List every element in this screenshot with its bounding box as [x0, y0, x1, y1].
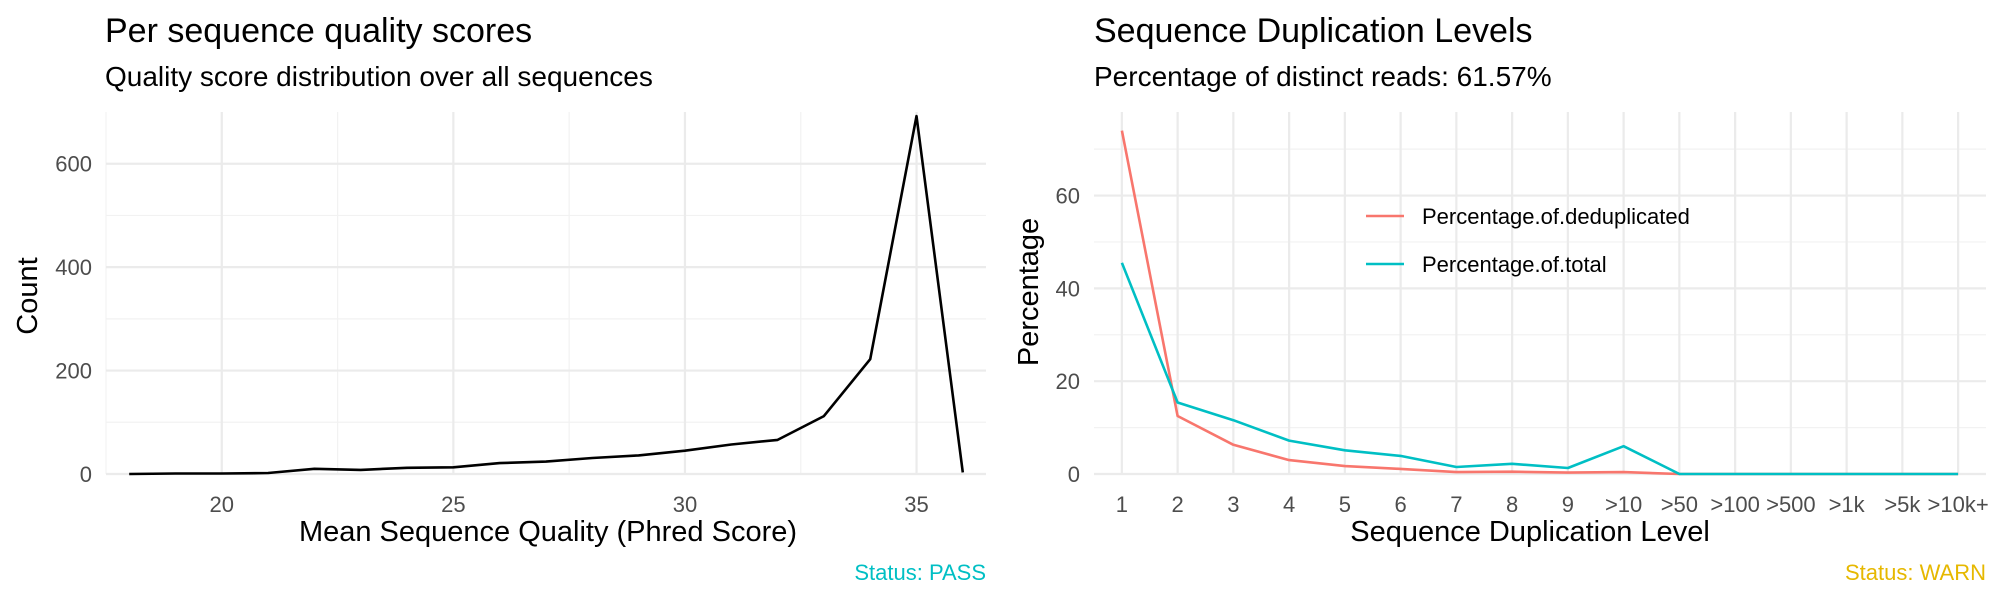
- x-tick-label: 25: [441, 492, 465, 517]
- series-line: [129, 114, 965, 476]
- x-tick-label: >10k+: [1928, 492, 1989, 517]
- series-line-total: [1120, 262, 1959, 476]
- quality-chart-title: Per sequence quality scores: [105, 12, 532, 50]
- y-tick-label: 60: [1056, 184, 1080, 209]
- x-tick-label: 2: [1172, 492, 1184, 517]
- quality-y-axis-title: Count: [12, 257, 44, 334]
- x-tick-label: 7: [1450, 492, 1462, 517]
- quality-x-ticks: 20 25 30 35: [210, 492, 929, 517]
- x-tick-label: 1: [1116, 492, 1128, 517]
- duplication-series: [1120, 130, 1959, 476]
- y-tick-label: 400: [55, 255, 92, 280]
- x-tick-label: >1k: [1829, 492, 1866, 517]
- x-tick-label: 5: [1339, 492, 1351, 517]
- legend-label-total: Percentage.of.total: [1422, 252, 1607, 277]
- duplication-y-ticks: 0 20 40 60: [1056, 184, 1080, 487]
- quality-y-ticks: 0 200 400 600: [55, 152, 92, 487]
- duplication-x-axis-title: Sequence Duplication Level: [1350, 516, 1710, 548]
- y-tick-label: 20: [1056, 369, 1080, 394]
- x-tick-label: 30: [673, 492, 697, 517]
- y-tick-label: 0: [1068, 462, 1080, 487]
- quality-grid: [105, 112, 986, 476]
- duplication-chart-title: Sequence Duplication Levels: [1094, 12, 1533, 50]
- x-tick-label: 3: [1227, 492, 1239, 517]
- quality-chart: Per sequence quality scores Quality scor…: [12, 12, 986, 585]
- duplication-chart-subtitle: Percentage of distinct reads: 61.57%: [1094, 61, 1552, 92]
- y-tick-label: 600: [55, 152, 92, 177]
- quality-x-axis-title: Mean Sequence Quality (Phred Score): [299, 516, 797, 548]
- quality-status-label: Status: PASS: [854, 560, 986, 585]
- duplication-grid: [1094, 112, 1986, 476]
- x-tick-label: >50: [1661, 492, 1698, 517]
- series-line-deduplicated: [1120, 130, 1959, 476]
- x-tick-label: 9: [1562, 492, 1574, 517]
- duplication-y-axis-title: Percentage: [1013, 218, 1045, 366]
- x-tick-label: 20: [210, 492, 234, 517]
- y-tick-label: 200: [55, 359, 92, 384]
- y-tick-label: 0: [80, 462, 92, 487]
- x-tick-label: >10: [1605, 492, 1642, 517]
- x-tick-label: >100: [1710, 492, 1760, 517]
- x-tick-label: >5k: [1884, 492, 1921, 517]
- x-tick-label: 6: [1395, 492, 1407, 517]
- legend-label-deduplicated: Percentage.of.deduplicated: [1422, 204, 1690, 229]
- quality-series: [129, 114, 965, 476]
- duplication-x-ticks: 1 2 3 4 5 6 7 8 9 >10 >50 >100 >500 >1k >5k >10k+: [1116, 492, 1989, 517]
- x-tick-label: >500: [1766, 492, 1816, 517]
- x-tick-label: 35: [904, 492, 928, 517]
- duplication-status-label: Status: WARN: [1845, 560, 1986, 585]
- x-tick-label: 4: [1283, 492, 1295, 517]
- quality-chart-subtitle: Quality score distribution over all sequ…: [105, 61, 653, 92]
- y-tick-label: 40: [1056, 276, 1080, 301]
- x-tick-label: 8: [1506, 492, 1518, 517]
- duplication-legend: Percentage.of.deduplicated Percentage.of…: [1366, 204, 1690, 277]
- duplication-chart: Sequence Duplication Levels Percentage o…: [1013, 12, 1989, 585]
